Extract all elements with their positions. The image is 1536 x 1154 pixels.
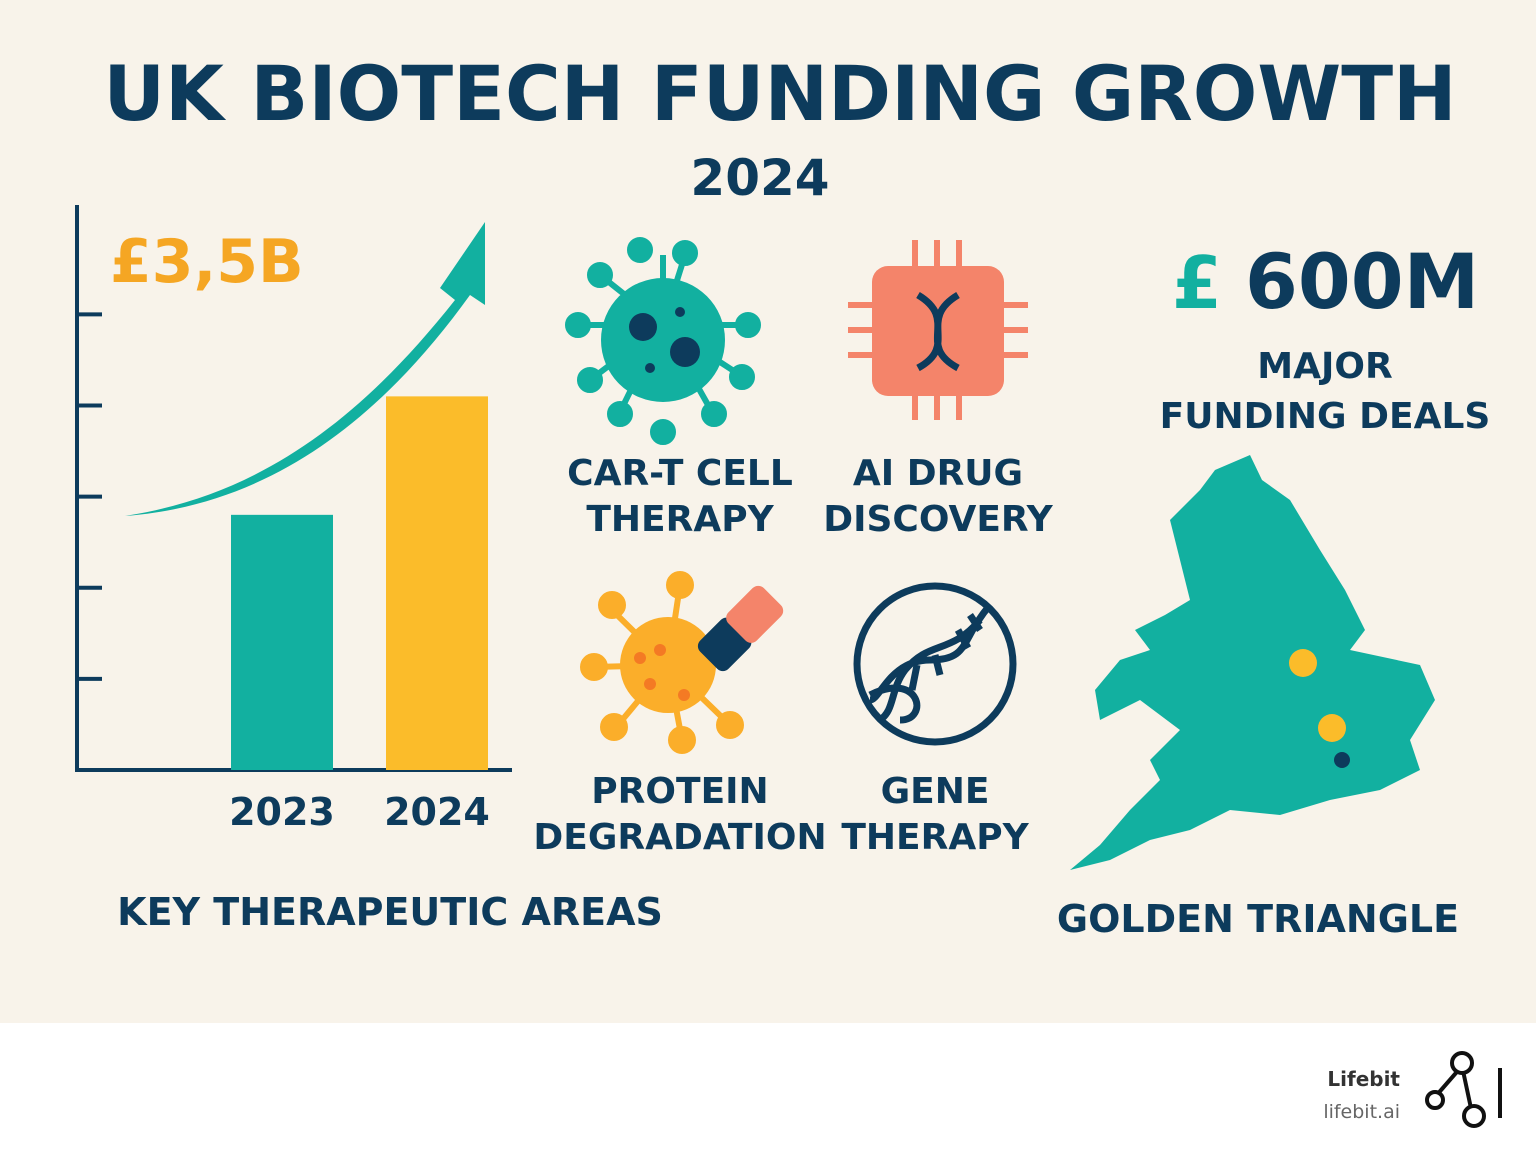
- deals-currency: £: [1172, 241, 1222, 325]
- area-label: DEGRADATION: [533, 817, 826, 858]
- area-label: AI DRUG: [853, 453, 1023, 494]
- title: UK BIOTECH FUNDING GROWTH: [103, 49, 1456, 138]
- areas-title: KEY THERAPEUTIC AREAS: [117, 890, 663, 934]
- area-label: PROTEIN: [591, 771, 768, 812]
- map-label: GOLDEN TRIANGLE: [1057, 897, 1459, 941]
- virus-icon: [565, 237, 761, 445]
- deals-label: MAJOR: [1257, 346, 1392, 387]
- area-label: THERAPY: [586, 499, 774, 540]
- area-label: GENE: [881, 771, 990, 812]
- deals-amount: 600M: [1245, 237, 1479, 326]
- brand: Lifebit: [1327, 1067, 1400, 1091]
- logo: [1425, 1051, 1502, 1128]
- map-dot: [1334, 752, 1350, 768]
- bar: [231, 514, 333, 770]
- area-label: THERAPY: [841, 817, 1029, 858]
- map-dot: [1318, 714, 1346, 742]
- x-tick-label: 2024: [384, 790, 490, 834]
- map-dot: [1289, 649, 1317, 677]
- protein-icon: [580, 571, 784, 754]
- gene-icon: [853, 582, 1017, 746]
- x-tick-label: 2023: [229, 790, 335, 834]
- brand-url: lifebit.ai: [1323, 1101, 1400, 1123]
- chart-headline: £3,5B: [110, 227, 304, 297]
- bar: [386, 396, 488, 770]
- deals-label: FUNDING DEALS: [1160, 396, 1491, 437]
- chip-icon: [848, 240, 1028, 420]
- area-label: DISCOVERY: [823, 499, 1053, 540]
- subtitle: 2024: [690, 149, 829, 207]
- area-label: CAR-T CELL: [567, 453, 793, 494]
